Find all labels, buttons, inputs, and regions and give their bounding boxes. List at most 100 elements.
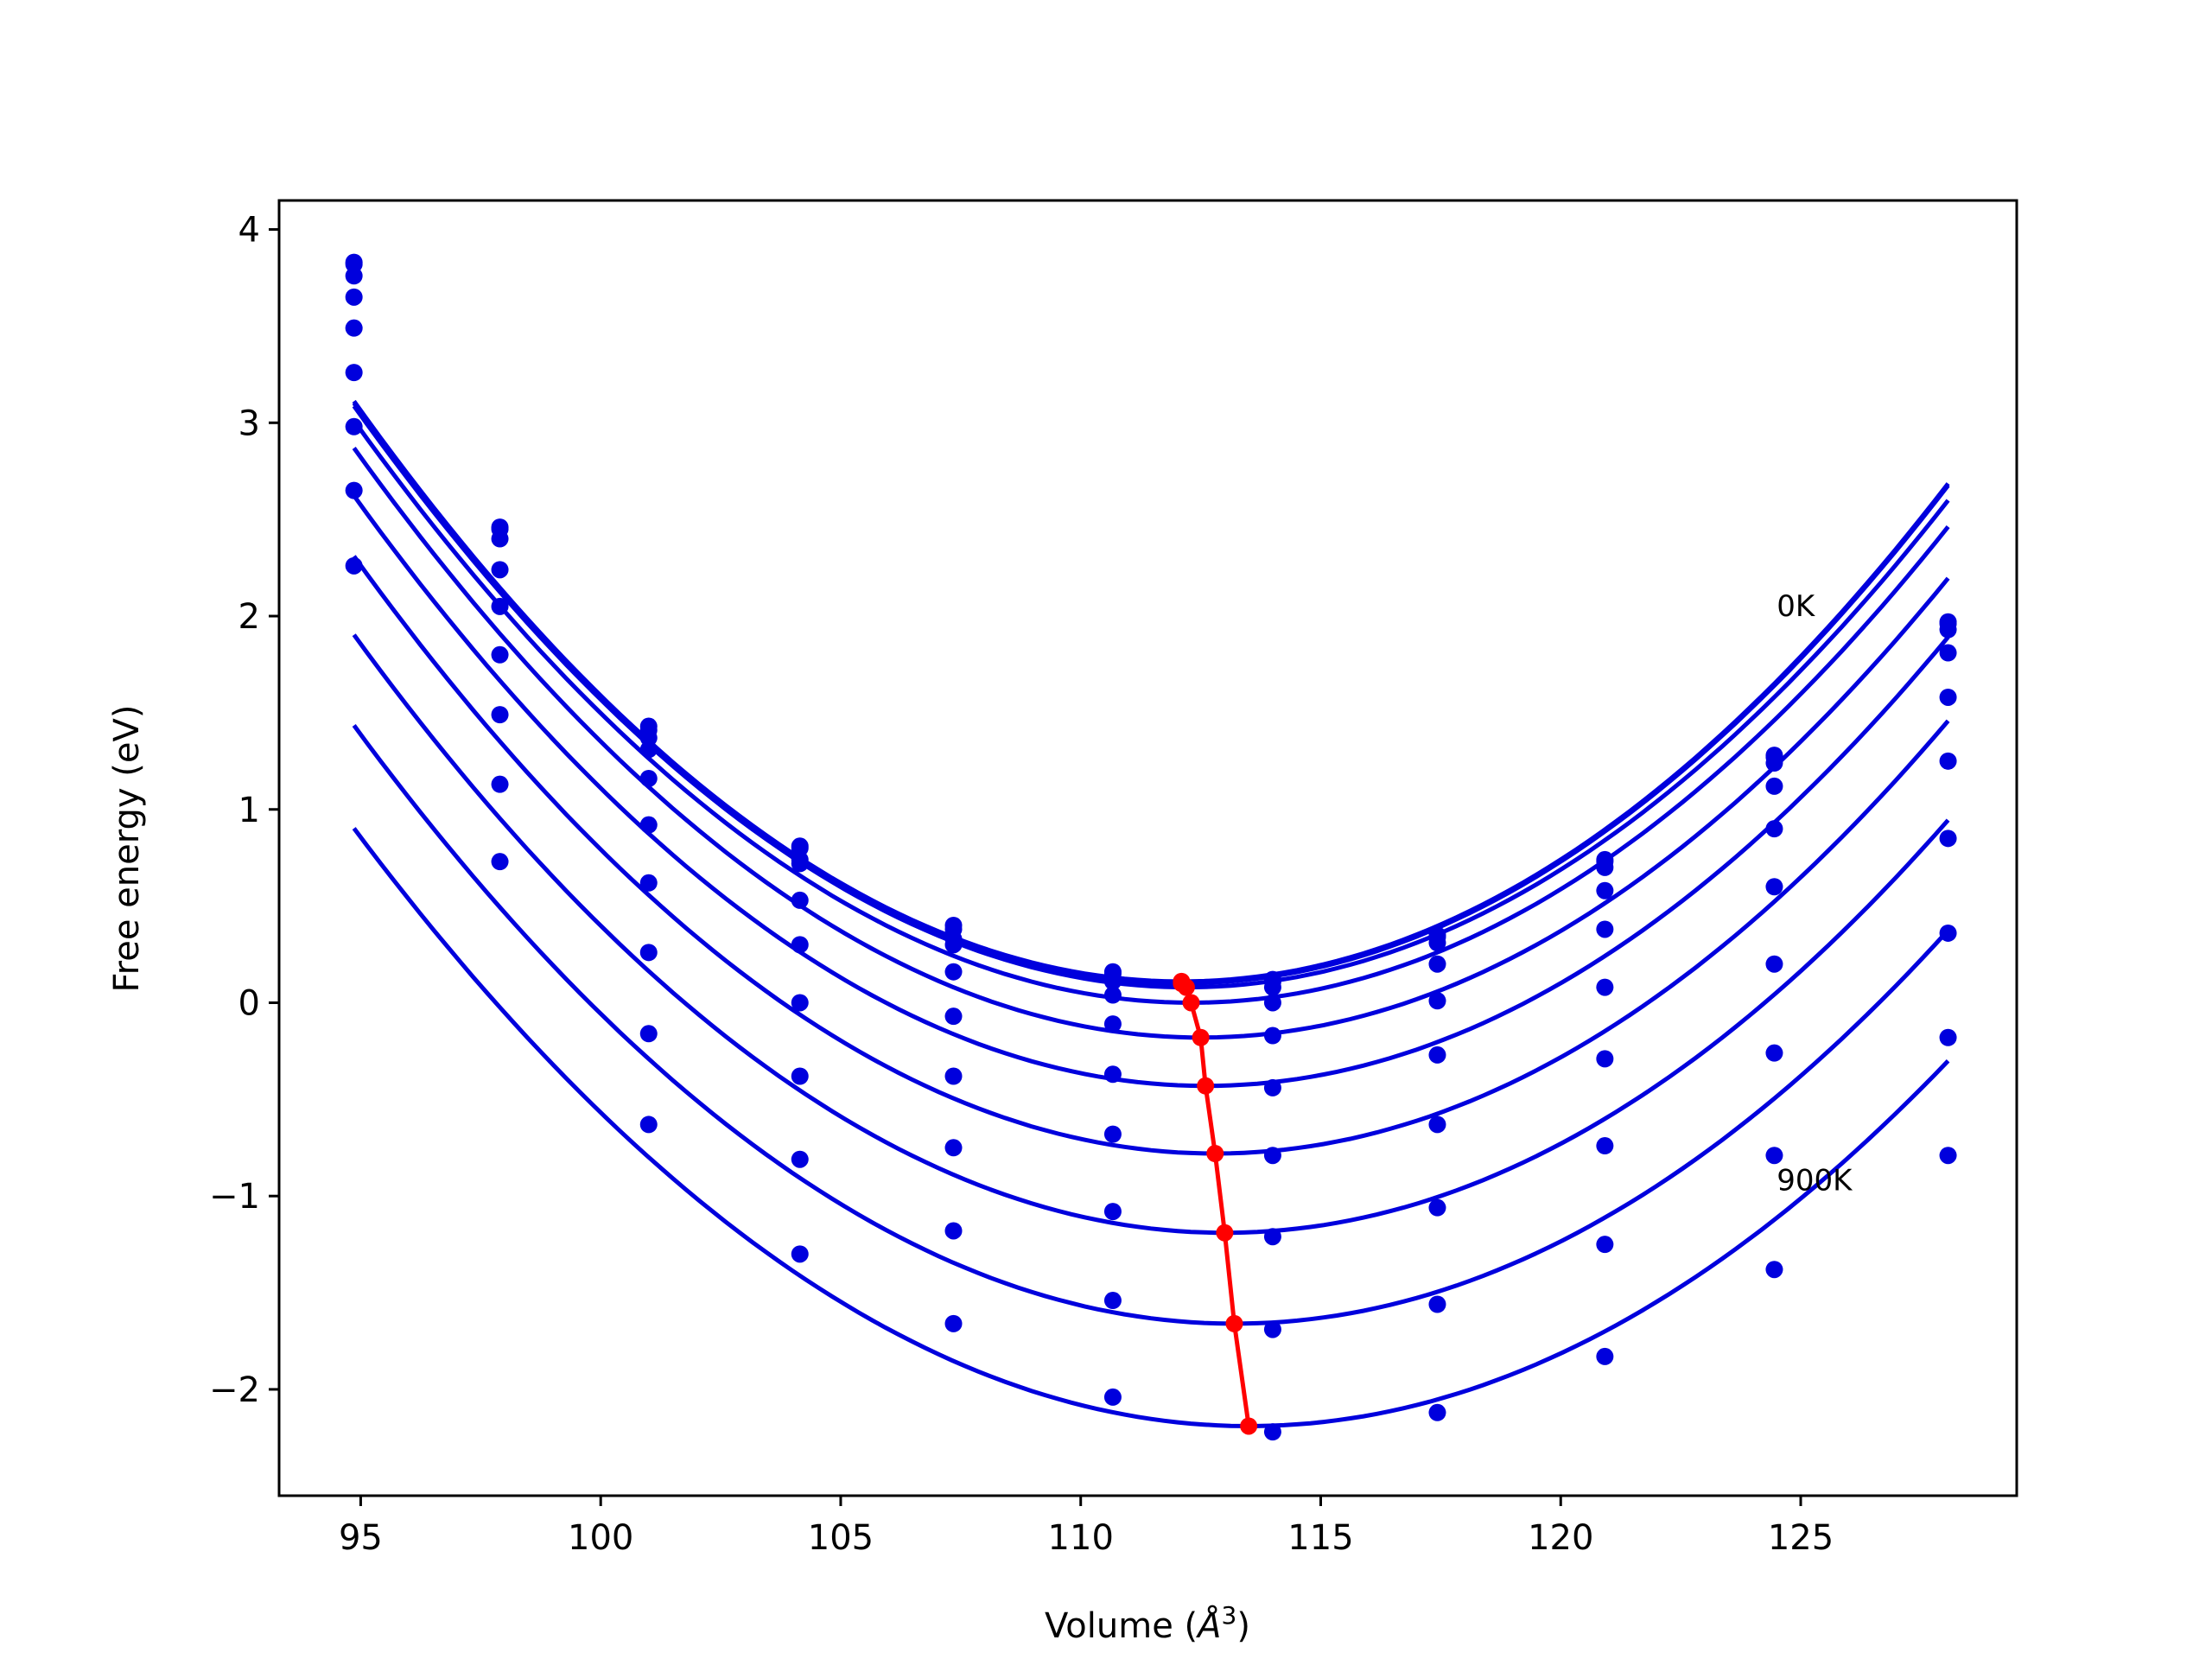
data-point (1765, 1044, 1783, 1062)
data-point (1103, 1203, 1122, 1221)
fit-curve-7 (352, 633, 1950, 1236)
temperature-annotation: 0K (1777, 589, 1816, 624)
plot-frame (277, 199, 2018, 1497)
data-point (791, 891, 809, 909)
y-tick-label: 1 (238, 791, 260, 830)
data-point (791, 1067, 809, 1085)
x-tick-label: 105 (808, 1518, 874, 1558)
data-point (1103, 986, 1122, 1004)
data-point (944, 1139, 963, 1157)
data-point (1428, 955, 1446, 973)
data-point (1939, 924, 1957, 942)
data-point (345, 417, 363, 435)
data-point (944, 936, 963, 954)
data-point (491, 775, 509, 793)
x-axis-label: Volume (Å3) (1045, 1601, 1250, 1646)
data-point (944, 1222, 963, 1240)
data-point (791, 994, 809, 1012)
minimum-point (1192, 1028, 1210, 1046)
data-point (1596, 881, 1614, 899)
data-point (944, 963, 963, 981)
y-tick-label: −1 (209, 1177, 260, 1217)
data-point (1765, 878, 1783, 896)
data-point (1428, 992, 1446, 1010)
data-point (1765, 820, 1783, 838)
minimum-point (1240, 1417, 1258, 1435)
fit-curve-8 (352, 724, 1950, 1326)
data-point (1939, 752, 1957, 770)
data-point (491, 645, 509, 664)
data-point (1428, 1046, 1446, 1064)
data-point (639, 1025, 658, 1043)
data-point (1263, 1147, 1281, 1165)
data-point (345, 556, 363, 575)
data-point (345, 319, 363, 337)
data-point (1263, 994, 1281, 1012)
data-point (1103, 1065, 1122, 1084)
data-point (491, 853, 509, 871)
data-point (1103, 972, 1122, 990)
data-points (345, 253, 1957, 1441)
data-point (1263, 1228, 1281, 1246)
y-tick-label: 2 (238, 597, 260, 637)
data-point (1596, 978, 1614, 996)
data-point (1939, 1147, 1957, 1165)
data-point (1428, 934, 1446, 952)
data-point (1596, 1347, 1614, 1365)
data-point (1765, 955, 1783, 973)
data-point (491, 597, 509, 615)
minimum-path (1179, 981, 1251, 1427)
data-point (1103, 1388, 1122, 1406)
temperature-annotation: 900K (1777, 1164, 1853, 1198)
data-point (944, 1314, 963, 1332)
data-point (1939, 1028, 1957, 1046)
data-point (345, 267, 363, 285)
data-point (639, 874, 658, 892)
data-point (639, 944, 658, 962)
annotations: 0K 900K (1777, 589, 1853, 1198)
data-point (1428, 1403, 1446, 1421)
data-point (1939, 644, 1957, 662)
data-point (345, 288, 363, 306)
minima-line (1173, 972, 1258, 1435)
x-tick-label: 95 (339, 1518, 383, 1558)
axis-ticks: 95 100 105 110 115 120 125 −2 −1 0 1 2 3 4 (209, 211, 1834, 1558)
data-point (1765, 754, 1783, 772)
data-point (1596, 920, 1614, 938)
data-point (1428, 1198, 1446, 1217)
data-point (639, 1116, 658, 1134)
minimum-point (1206, 1144, 1224, 1162)
data-point (1939, 620, 1957, 639)
data-point (639, 816, 658, 834)
data-point (491, 561, 509, 579)
minimum-point (1225, 1314, 1243, 1332)
data-point (1263, 1078, 1281, 1096)
data-point (1103, 1292, 1122, 1310)
data-point (1263, 1320, 1281, 1338)
x-tick-label: 115 (1287, 1518, 1353, 1558)
data-point (1596, 1236, 1614, 1254)
fit-curve-4 (352, 447, 1950, 1040)
data-point (791, 1245, 809, 1263)
data-point (345, 481, 363, 499)
data-point (944, 1067, 963, 1085)
y-tick-label: −2 (209, 1370, 260, 1410)
data-point (791, 855, 809, 873)
fit-curve-3 (352, 419, 1950, 1006)
minimum-point (1177, 978, 1195, 996)
minimum-point (1197, 1077, 1215, 1095)
data-point (1428, 1116, 1446, 1134)
data-point (1765, 1147, 1783, 1165)
fit-curves (352, 399, 1950, 1428)
data-point (944, 1007, 963, 1026)
data-point (1765, 777, 1783, 795)
fit-curve-9 (352, 827, 1950, 1428)
data-point (1596, 1050, 1614, 1068)
y-tick-label: 4 (238, 211, 260, 251)
fit-curve-5 (352, 494, 1950, 1089)
data-point (1263, 1423, 1281, 1441)
x-tick-label: 125 (1768, 1518, 1834, 1558)
y-tick-label: 3 (238, 404, 260, 443)
minimum-point (1182, 994, 1200, 1012)
data-point (491, 706, 509, 724)
